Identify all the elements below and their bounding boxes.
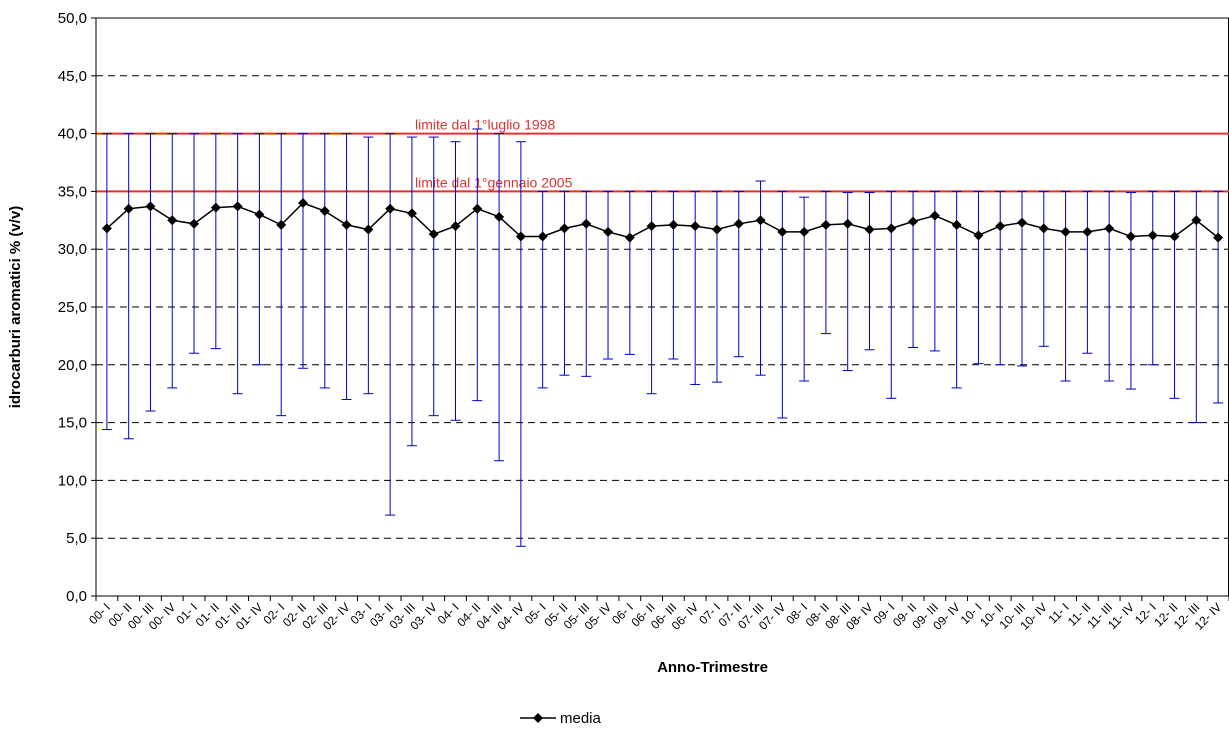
x-axis-title: Anno-Trimestre	[657, 659, 768, 676]
y-tick-label: 45,0	[58, 68, 87, 85]
data-point-marker	[820, 219, 831, 230]
data-point-marker	[319, 206, 330, 217]
data-point-marker	[1169, 231, 1180, 242]
data-point-marker	[406, 208, 417, 219]
data-point-marker	[254, 209, 265, 220]
series-line-media	[106, 202, 1219, 239]
y-tick-label: 5,0	[66, 530, 87, 547]
data-point-marker	[472, 203, 483, 214]
y-tick-label: 50,0	[58, 10, 87, 27]
data-point-marker	[711, 224, 722, 235]
data-point-marker	[276, 219, 287, 230]
data-point-marker	[581, 218, 592, 229]
data-point-marker	[494, 211, 505, 222]
data-point-marker	[189, 218, 200, 229]
data-point-marker	[1147, 230, 1158, 241]
data-point-marker	[515, 231, 526, 242]
data-point-marker	[1017, 217, 1028, 228]
data-point-marker	[864, 224, 875, 235]
y-tick-label: 0,0	[66, 588, 87, 605]
data-point-marker	[1213, 232, 1224, 243]
data-point-marker	[101, 223, 112, 234]
legend-label: media	[560, 710, 602, 727]
data-point-marker	[1191, 215, 1202, 226]
data-point-marker	[1125, 231, 1136, 242]
data-point-marker	[1082, 226, 1093, 237]
data-point-marker	[385, 203, 396, 214]
data-point-marker	[624, 232, 635, 243]
data-point-marker	[755, 215, 766, 226]
y-tick-label: 15,0	[58, 415, 87, 432]
data-point-marker	[973, 230, 984, 241]
reference-line-label: limite dal 1°luglio 1998	[415, 117, 555, 133]
data-point-marker	[799, 226, 810, 237]
data-point-marker	[842, 218, 853, 229]
data-point-marker	[733, 218, 744, 229]
data-point-marker	[167, 215, 178, 226]
data-point-marker	[123, 203, 134, 214]
data-point-marker	[537, 231, 548, 242]
data-point-marker	[1038, 223, 1049, 234]
data-point-marker	[646, 221, 657, 232]
y-axis-title: idrocarburi aromatici % (v/v)	[7, 206, 24, 409]
data-point-marker	[995, 221, 1006, 232]
data-point-marker	[886, 223, 897, 234]
data-point-marker	[1060, 226, 1071, 237]
y-tick-label: 30,0	[58, 241, 87, 258]
data-point-marker	[668, 219, 679, 230]
data-point-marker	[929, 210, 940, 221]
data-point-marker	[363, 224, 374, 235]
data-point-marker	[232, 201, 243, 212]
y-tick-label: 35,0	[58, 183, 87, 200]
legend-marker-sample	[533, 713, 543, 723]
data-point-marker	[341, 219, 352, 230]
y-tick-label: 25,0	[58, 299, 87, 316]
data-point-marker	[145, 201, 156, 212]
y-tick-label: 40,0	[58, 126, 87, 143]
data-point-marker	[428, 229, 439, 240]
reference-line-label: limite dal 1°gennaio 2005	[415, 174, 573, 190]
data-point-marker	[297, 197, 308, 208]
y-tick-label: 20,0	[58, 357, 87, 374]
data-point-marker	[690, 221, 701, 232]
data-point-marker	[559, 223, 570, 234]
data-point-marker	[777, 226, 788, 237]
data-point-marker	[1104, 223, 1115, 234]
data-point-marker	[951, 219, 962, 230]
data-point-marker	[450, 221, 461, 232]
data-point-marker	[908, 216, 919, 227]
data-point-marker	[210, 202, 221, 213]
y-tick-label: 10,0	[58, 472, 87, 489]
data-point-marker	[603, 226, 614, 237]
